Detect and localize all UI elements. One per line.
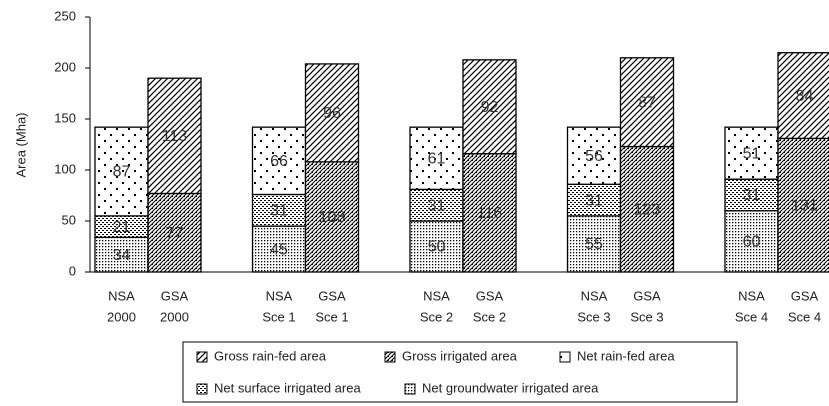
legend-label: Net surface irrigated area <box>214 380 361 395</box>
bar-segment <box>304 63 360 163</box>
x-tick-label: Sce 1 <box>262 309 295 324</box>
value-label: 60 <box>743 234 761 251</box>
value-label: 116 <box>477 205 503 222</box>
bar-segment <box>409 220 464 273</box>
x-tick-label: GSA <box>791 288 819 303</box>
x-tick-label: Sce 2 <box>420 309 453 324</box>
legend-swatch <box>196 351 208 363</box>
y-tick-label: 150 <box>54 110 76 125</box>
legend-box <box>182 341 738 403</box>
x-tick-label: GSA <box>633 288 661 303</box>
x-tick-label: 2000 <box>160 309 189 324</box>
value-label: 31 <box>585 192 603 209</box>
x-tick-label: Sce 1 <box>315 309 348 324</box>
x-tick-label: GSA <box>476 288 504 303</box>
x-tick-label: 2000 <box>107 309 136 324</box>
bar-segment <box>409 188 464 222</box>
value-label: 87 <box>638 94 656 111</box>
legend-label: Net groundwater irrigated area <box>422 380 599 395</box>
value-label: 61 <box>428 150 446 167</box>
value-label: 108 <box>319 209 346 226</box>
bar-segment <box>462 59 517 155</box>
value-label: 50 <box>428 239 446 256</box>
y-tick-label: 200 <box>54 59 76 74</box>
x-tick-label: Sce 3 <box>630 309 663 324</box>
x-tick-label: GSA <box>318 288 346 303</box>
y-tick-label: 100 <box>54 161 76 176</box>
value-label: 34 <box>113 247 131 264</box>
x-tick-label: Sce 2 <box>473 309 506 324</box>
x-tick-label: GSA <box>161 288 189 303</box>
x-tick-label: NSA <box>266 288 293 303</box>
legend-swatch <box>559 351 571 363</box>
x-tick-label: Sce 4 <box>788 309 821 324</box>
value-label: 123 <box>634 201 661 218</box>
y-tick-label: 0 <box>69 263 76 278</box>
value-label: 45 <box>270 241 288 258</box>
bar-segment <box>304 161 360 273</box>
x-tick-label: NSA <box>423 288 450 303</box>
x-tick-label: Sce 3 <box>577 309 610 324</box>
legend-label: Net rain-fed area <box>577 348 675 363</box>
bar-segment <box>94 236 149 273</box>
bar-segment <box>777 137 829 273</box>
value-label: 31 <box>428 197 446 214</box>
value-label: 77 <box>166 225 184 242</box>
value-label: 55 <box>585 236 603 253</box>
legend-label: Gross irrigated area <box>402 348 518 363</box>
y-axis-label: Area (Mha) <box>13 112 28 177</box>
bar-segment <box>409 126 464 191</box>
value-label: 56 <box>585 148 603 165</box>
value-label: 87 <box>113 164 131 181</box>
legend-swatch <box>404 383 416 395</box>
value-label: 92 <box>481 99 499 116</box>
value-label: 96 <box>323 105 341 122</box>
value-label: 113 <box>162 128 188 145</box>
bar-segment <box>619 57 675 148</box>
value-label: 66 <box>270 153 288 170</box>
bar-segment <box>724 126 779 180</box>
bar-segment <box>566 215 622 273</box>
bar-segment <box>724 178 779 212</box>
legend-label: Gross rain-fed area <box>214 348 327 363</box>
y-tick-label: 250 <box>54 8 76 23</box>
x-tick-label: NSA <box>581 288 608 303</box>
bar-segment <box>147 77 202 195</box>
value-label: 131 <box>791 197 818 214</box>
bar-segment <box>566 126 622 185</box>
value-label: 84 <box>796 88 814 105</box>
x-tick-label: NSA <box>108 288 135 303</box>
value-label: 31 <box>270 203 288 220</box>
legend-swatch <box>196 383 208 395</box>
bar-segment <box>147 192 202 273</box>
x-tick-label: Sce 4 <box>735 309 768 324</box>
x-tick-label: NSA <box>738 288 765 303</box>
y-tick-label: 50 <box>62 212 76 227</box>
legend-swatch <box>384 351 396 363</box>
value-label: 31 <box>743 187 761 204</box>
bar-segment <box>777 52 829 140</box>
value-label: 21 <box>113 219 131 236</box>
bar-segment <box>619 145 675 273</box>
value-label: 51 <box>743 145 761 162</box>
